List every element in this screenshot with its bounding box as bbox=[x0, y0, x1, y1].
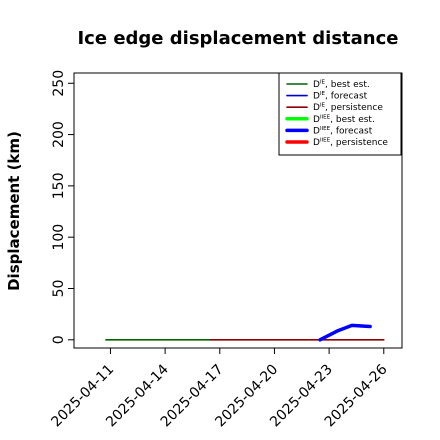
y-tick-label: 200 bbox=[51, 121, 67, 148]
legend-label: DIE, forecast bbox=[313, 91, 368, 102]
legend-label: DIIEE, persistence bbox=[313, 138, 388, 149]
legend-label: DIE, persistence bbox=[313, 103, 383, 114]
y-tick-label: 50 bbox=[51, 280, 67, 298]
y-axis-label: Displacement (km) bbox=[5, 131, 23, 291]
y-axis: 0 50 100 150 200 250 bbox=[51, 70, 74, 344]
y-tick-label: 250 bbox=[51, 70, 67, 97]
y-tick-label: 150 bbox=[51, 173, 67, 200]
y-tick-label: 100 bbox=[51, 224, 67, 251]
series-layer bbox=[105, 323, 385, 342]
legend-label: DIE, best est. bbox=[313, 80, 370, 91]
series-line bbox=[318, 323, 372, 342]
legend-label: DIIEE, forecast bbox=[313, 126, 373, 137]
plot-area-frame bbox=[73, 72, 403, 349]
y-tick-label: 0 bbox=[51, 335, 67, 344]
legend-box bbox=[278, 72, 402, 156]
legend-label: DIIEE, best est. bbox=[313, 114, 375, 125]
chart-title: Ice edge displacement distance bbox=[77, 28, 398, 49]
x-axis: 2025-04-112025-04-142025-04-172025-04-20… bbox=[48, 348, 391, 430]
